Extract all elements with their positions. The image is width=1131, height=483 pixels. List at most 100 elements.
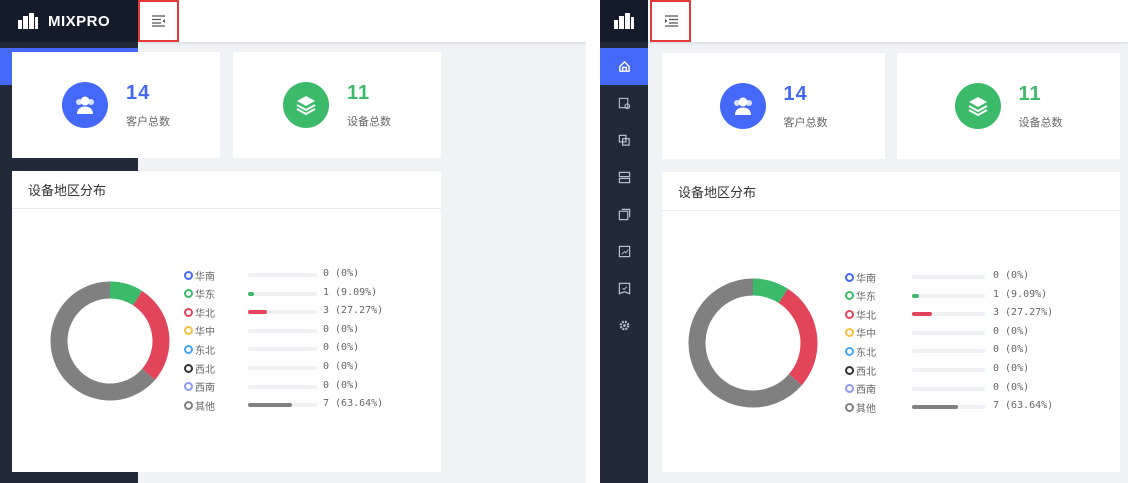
legend-value: 0 (0%) bbox=[993, 363, 1030, 374]
progress-fill bbox=[248, 291, 255, 296]
progress-track bbox=[912, 330, 985, 335]
report-icon bbox=[618, 245, 630, 258]
legend-label: 西北 bbox=[856, 366, 876, 378]
sidebar-item-5[interactable] bbox=[600, 196, 648, 233]
legend-marker bbox=[184, 326, 193, 336]
legend-item[interactable]: 华中 bbox=[845, 326, 876, 340]
progress-track bbox=[248, 384, 317, 389]
progress-fill bbox=[912, 293, 919, 298]
legend-marker bbox=[184, 289, 193, 299]
legend-item[interactable]: 其他 bbox=[184, 398, 215, 413]
donut-slice-其他[interactable] bbox=[688, 278, 802, 408]
legend-item[interactable]: 东北 bbox=[184, 342, 215, 357]
legend-item[interactable]: 西北 bbox=[845, 363, 876, 378]
sidebar-item-6[interactable] bbox=[600, 233, 648, 270]
legend-value: 3 (27.27%) bbox=[993, 307, 1054, 319]
logo[interactable] bbox=[600, 0, 648, 42]
app-title: MIXPRO bbox=[48, 12, 111, 30]
logo[interactable]: MIXPRO bbox=[0, 0, 138, 42]
donut-chart bbox=[688, 278, 818, 408]
progress-fill bbox=[248, 310, 267, 315]
legend-value: 1 (9.09%) bbox=[993, 288, 1048, 300]
legend-item[interactable]: 华东 bbox=[184, 287, 215, 301]
progress-track bbox=[248, 291, 317, 296]
legend-value: 0 (0%) bbox=[323, 379, 360, 391]
legend-item[interactable]: 华南 bbox=[184, 268, 215, 283]
top-header bbox=[138, 0, 586, 42]
legend-marker bbox=[845, 365, 854, 375]
logo-icon bbox=[18, 13, 38, 29]
customer-avatar bbox=[62, 82, 108, 128]
donut-slice-华东[interactable] bbox=[109, 281, 143, 306]
legend-label: 华北 bbox=[856, 310, 876, 322]
progress-track bbox=[248, 366, 317, 370]
legend-value: 0 (0%) bbox=[993, 325, 1030, 337]
legend-label: 华中 bbox=[856, 329, 876, 341]
legend-item[interactable]: 华中 bbox=[184, 324, 215, 338]
legend-value: 7 (63.64%) bbox=[993, 400, 1054, 412]
progress-fill bbox=[912, 405, 959, 410]
legend-marker bbox=[845, 328, 854, 338]
legend-value: 0 (0%) bbox=[323, 342, 360, 354]
donut-slice-华北[interactable] bbox=[778, 288, 818, 386]
donut-slice-华东[interactable] bbox=[752, 278, 788, 304]
progress-track bbox=[248, 273, 317, 277]
sidebar bbox=[600, 0, 648, 483]
sidebar-item-8[interactable] bbox=[600, 307, 648, 344]
chart-title: 设备地区分布 bbox=[12, 171, 441, 209]
legend-item[interactable]: 东北 bbox=[845, 344, 876, 359]
donut-slice-其他[interactable] bbox=[50, 281, 155, 401]
legend-label: 西南 bbox=[856, 385, 876, 397]
legend-item[interactable]: 西南 bbox=[845, 382, 876, 396]
legend-marker bbox=[184, 382, 193, 392]
sidebar-toggle-button[interactable] bbox=[138, 0, 179, 42]
home-icon bbox=[618, 60, 630, 72]
sidebar-item-1[interactable] bbox=[600, 48, 648, 85]
legend-label: 华北 bbox=[195, 308, 215, 320]
legend-marker bbox=[845, 309, 854, 319]
legend-label: 西南 bbox=[195, 383, 215, 395]
stat-label: 客户总数 bbox=[126, 115, 170, 128]
stat-card-2: 11 设备总数 bbox=[897, 53, 1120, 159]
layers-icon bbox=[296, 96, 316, 116]
legend-item[interactable]: 华东 bbox=[845, 289, 876, 303]
device-avatar bbox=[283, 82, 329, 128]
legend-item[interactable]: 华北 bbox=[184, 305, 215, 320]
legend-item[interactable]: 其他 bbox=[845, 400, 876, 415]
progress-track bbox=[912, 386, 985, 391]
project-icon bbox=[618, 134, 630, 146]
gear-icon bbox=[619, 320, 629, 331]
device-icon bbox=[618, 171, 630, 184]
stat-text: 11 设备总数 bbox=[347, 82, 391, 129]
stat-card-1: 14 客户总数 bbox=[662, 53, 885, 159]
stat-text: 14 客户总数 bbox=[126, 82, 170, 129]
legend-label: 其他 bbox=[856, 403, 876, 415]
legend-label: 华南 bbox=[856, 273, 876, 285]
stat-value: 14 bbox=[126, 81, 151, 104]
progress-track bbox=[248, 310, 317, 315]
sidebar-item-4[interactable] bbox=[600, 159, 648, 196]
legend-item[interactable]: 西北 bbox=[184, 361, 215, 376]
donut-slice-华北[interactable] bbox=[132, 290, 170, 380]
progress-track bbox=[912, 405, 985, 410]
sidebar-item-7[interactable] bbox=[600, 270, 648, 307]
sidebar-item-2[interactable] bbox=[600, 85, 648, 122]
legend-label: 西北 bbox=[195, 364, 215, 376]
stat-label: 客户总数 bbox=[783, 116, 828, 129]
legend-item[interactable]: 华北 bbox=[845, 307, 876, 322]
legend-marker bbox=[184, 363, 193, 373]
sidebar-item-3[interactable] bbox=[600, 122, 648, 159]
customer-icon bbox=[618, 97, 630, 110]
legend-marker bbox=[184, 307, 193, 317]
stat-text: 14 客户总数 bbox=[784, 83, 828, 130]
legend-label: 东北 bbox=[195, 345, 215, 357]
task-icon bbox=[618, 282, 630, 295]
legend-item[interactable]: 华南 bbox=[845, 270, 876, 285]
dashboard-panel-expanded: MIXPRO首页客户项目设备事件报告任务设置14客户总数11设备总数设备地区分布… bbox=[0, 0, 586, 483]
sidebar-toggle-button[interactable] bbox=[650, 0, 691, 42]
legend-value: 0 (0%) bbox=[993, 344, 1030, 356]
layers-icon bbox=[968, 97, 987, 117]
legend-item[interactable]: 西南 bbox=[184, 380, 215, 394]
legend-label: 其他 bbox=[195, 401, 215, 413]
legend-label: 华东 bbox=[856, 292, 876, 304]
